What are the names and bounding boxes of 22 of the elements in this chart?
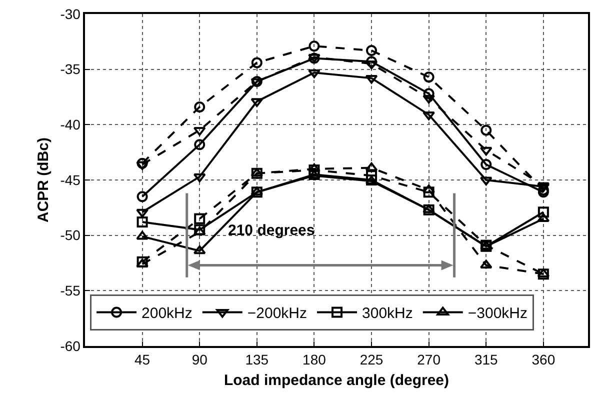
x-tick-label: 315 xyxy=(474,352,498,368)
x-tick-label: 270 xyxy=(417,352,441,368)
legend-label: −300kHz xyxy=(468,305,528,322)
x-axis-title: Load impedance angle (degree) xyxy=(224,372,450,390)
y-tick-label: -30 xyxy=(60,6,81,22)
legend-label: 200kHz xyxy=(142,305,192,322)
x-tick-label: 135 xyxy=(245,352,269,368)
legend-label: 300kHz xyxy=(362,305,413,322)
y-axis-title: ACPR (dBc) xyxy=(34,138,52,222)
x-tick-label: 180 xyxy=(302,352,326,368)
y-tick-label: -45 xyxy=(60,172,81,188)
x-tick-label: 360 xyxy=(532,352,556,368)
y-tick-label: -35 xyxy=(60,61,81,78)
y-tick-label: -60 xyxy=(60,338,81,354)
legend-label: −200kHz xyxy=(247,305,308,322)
x-tick-label: 90 xyxy=(192,352,208,368)
y-tick-label: -55 xyxy=(60,282,81,299)
x-tick-label: 45 xyxy=(134,352,150,368)
y-tick-label: -40 xyxy=(60,116,81,133)
x-tick-label: 225 xyxy=(360,352,384,368)
annotation: 210 degrees xyxy=(228,222,315,239)
y-tick-label: -50 xyxy=(60,227,81,244)
